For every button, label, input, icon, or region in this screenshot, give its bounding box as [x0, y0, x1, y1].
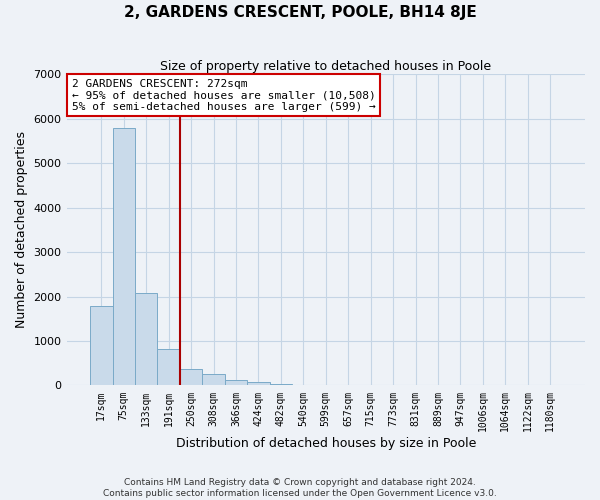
Text: 2 GARDENS CRESCENT: 272sqm
← 95% of detached houses are smaller (10,508)
5% of s: 2 GARDENS CRESCENT: 272sqm ← 95% of deta… [72, 79, 376, 112]
Bar [225, 380, 247, 386]
Bar [269, 384, 292, 386]
Bar [247, 382, 269, 386]
Bar [180, 368, 202, 386]
Bar [90, 306, 113, 386]
Text: 2, GARDENS CRESCENT, POOLE, BH14 8JE: 2, GARDENS CRESCENT, POOLE, BH14 8JE [124, 5, 476, 20]
Title: Size of property relative to detached houses in Poole: Size of property relative to detached ho… [160, 60, 491, 73]
Bar [202, 374, 225, 386]
Bar [113, 128, 135, 386]
Bar [157, 349, 180, 386]
Text: Contains HM Land Registry data © Crown copyright and database right 2024.
Contai: Contains HM Land Registry data © Crown c… [103, 478, 497, 498]
X-axis label: Distribution of detached houses by size in Poole: Distribution of detached houses by size … [176, 437, 476, 450]
Y-axis label: Number of detached properties: Number of detached properties [15, 132, 28, 328]
Bar [135, 294, 157, 386]
